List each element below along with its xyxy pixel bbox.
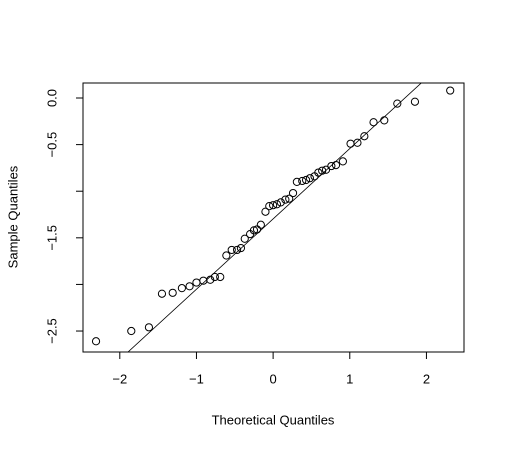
point xyxy=(222,251,231,260)
y-tick-label: 0.0 xyxy=(44,89,59,107)
point xyxy=(321,165,331,174)
point xyxy=(177,284,186,293)
point xyxy=(216,272,225,282)
x-tick-label: 2 xyxy=(423,371,430,386)
point xyxy=(380,116,389,125)
point xyxy=(288,188,298,198)
point xyxy=(318,166,327,175)
point xyxy=(157,289,167,298)
point xyxy=(446,86,455,95)
point xyxy=(346,139,355,148)
point xyxy=(168,288,177,297)
point xyxy=(314,168,323,177)
x-axis-title: Theoretical Quantiles xyxy=(212,412,335,427)
point xyxy=(301,175,311,185)
y-axis-title: Sample Quantiles xyxy=(5,165,20,268)
point xyxy=(338,157,347,166)
x-tick-label: 1 xyxy=(346,371,353,386)
point xyxy=(276,198,285,207)
point xyxy=(192,278,201,287)
y-tick-label: −0.5 xyxy=(44,132,59,158)
point xyxy=(91,337,101,346)
point xyxy=(127,326,136,336)
point xyxy=(240,234,249,243)
point xyxy=(269,201,278,210)
y-tick-label: −1.5 xyxy=(44,225,59,251)
point xyxy=(360,132,369,141)
point xyxy=(410,97,420,106)
point xyxy=(185,282,194,291)
point xyxy=(369,118,378,127)
point xyxy=(144,323,154,332)
point xyxy=(227,245,236,255)
point xyxy=(298,176,307,186)
point xyxy=(353,138,362,147)
point xyxy=(206,275,215,284)
point xyxy=(285,194,294,203)
point xyxy=(393,99,402,108)
x-tick-label: −2 xyxy=(112,371,127,386)
point xyxy=(305,174,315,183)
point xyxy=(236,243,246,253)
point xyxy=(292,177,301,186)
point xyxy=(281,195,290,204)
x-tick-label: −1 xyxy=(189,371,204,386)
point xyxy=(256,220,265,229)
point xyxy=(232,245,242,255)
reference-line xyxy=(127,83,422,352)
point xyxy=(265,202,274,211)
point xyxy=(272,200,282,209)
point xyxy=(210,272,219,282)
x-tick-label: 0 xyxy=(269,371,276,386)
plot-frame xyxy=(82,82,465,353)
point xyxy=(331,161,341,170)
point xyxy=(327,161,336,171)
point xyxy=(261,207,270,216)
y-tick-label: −2.5 xyxy=(44,318,59,344)
